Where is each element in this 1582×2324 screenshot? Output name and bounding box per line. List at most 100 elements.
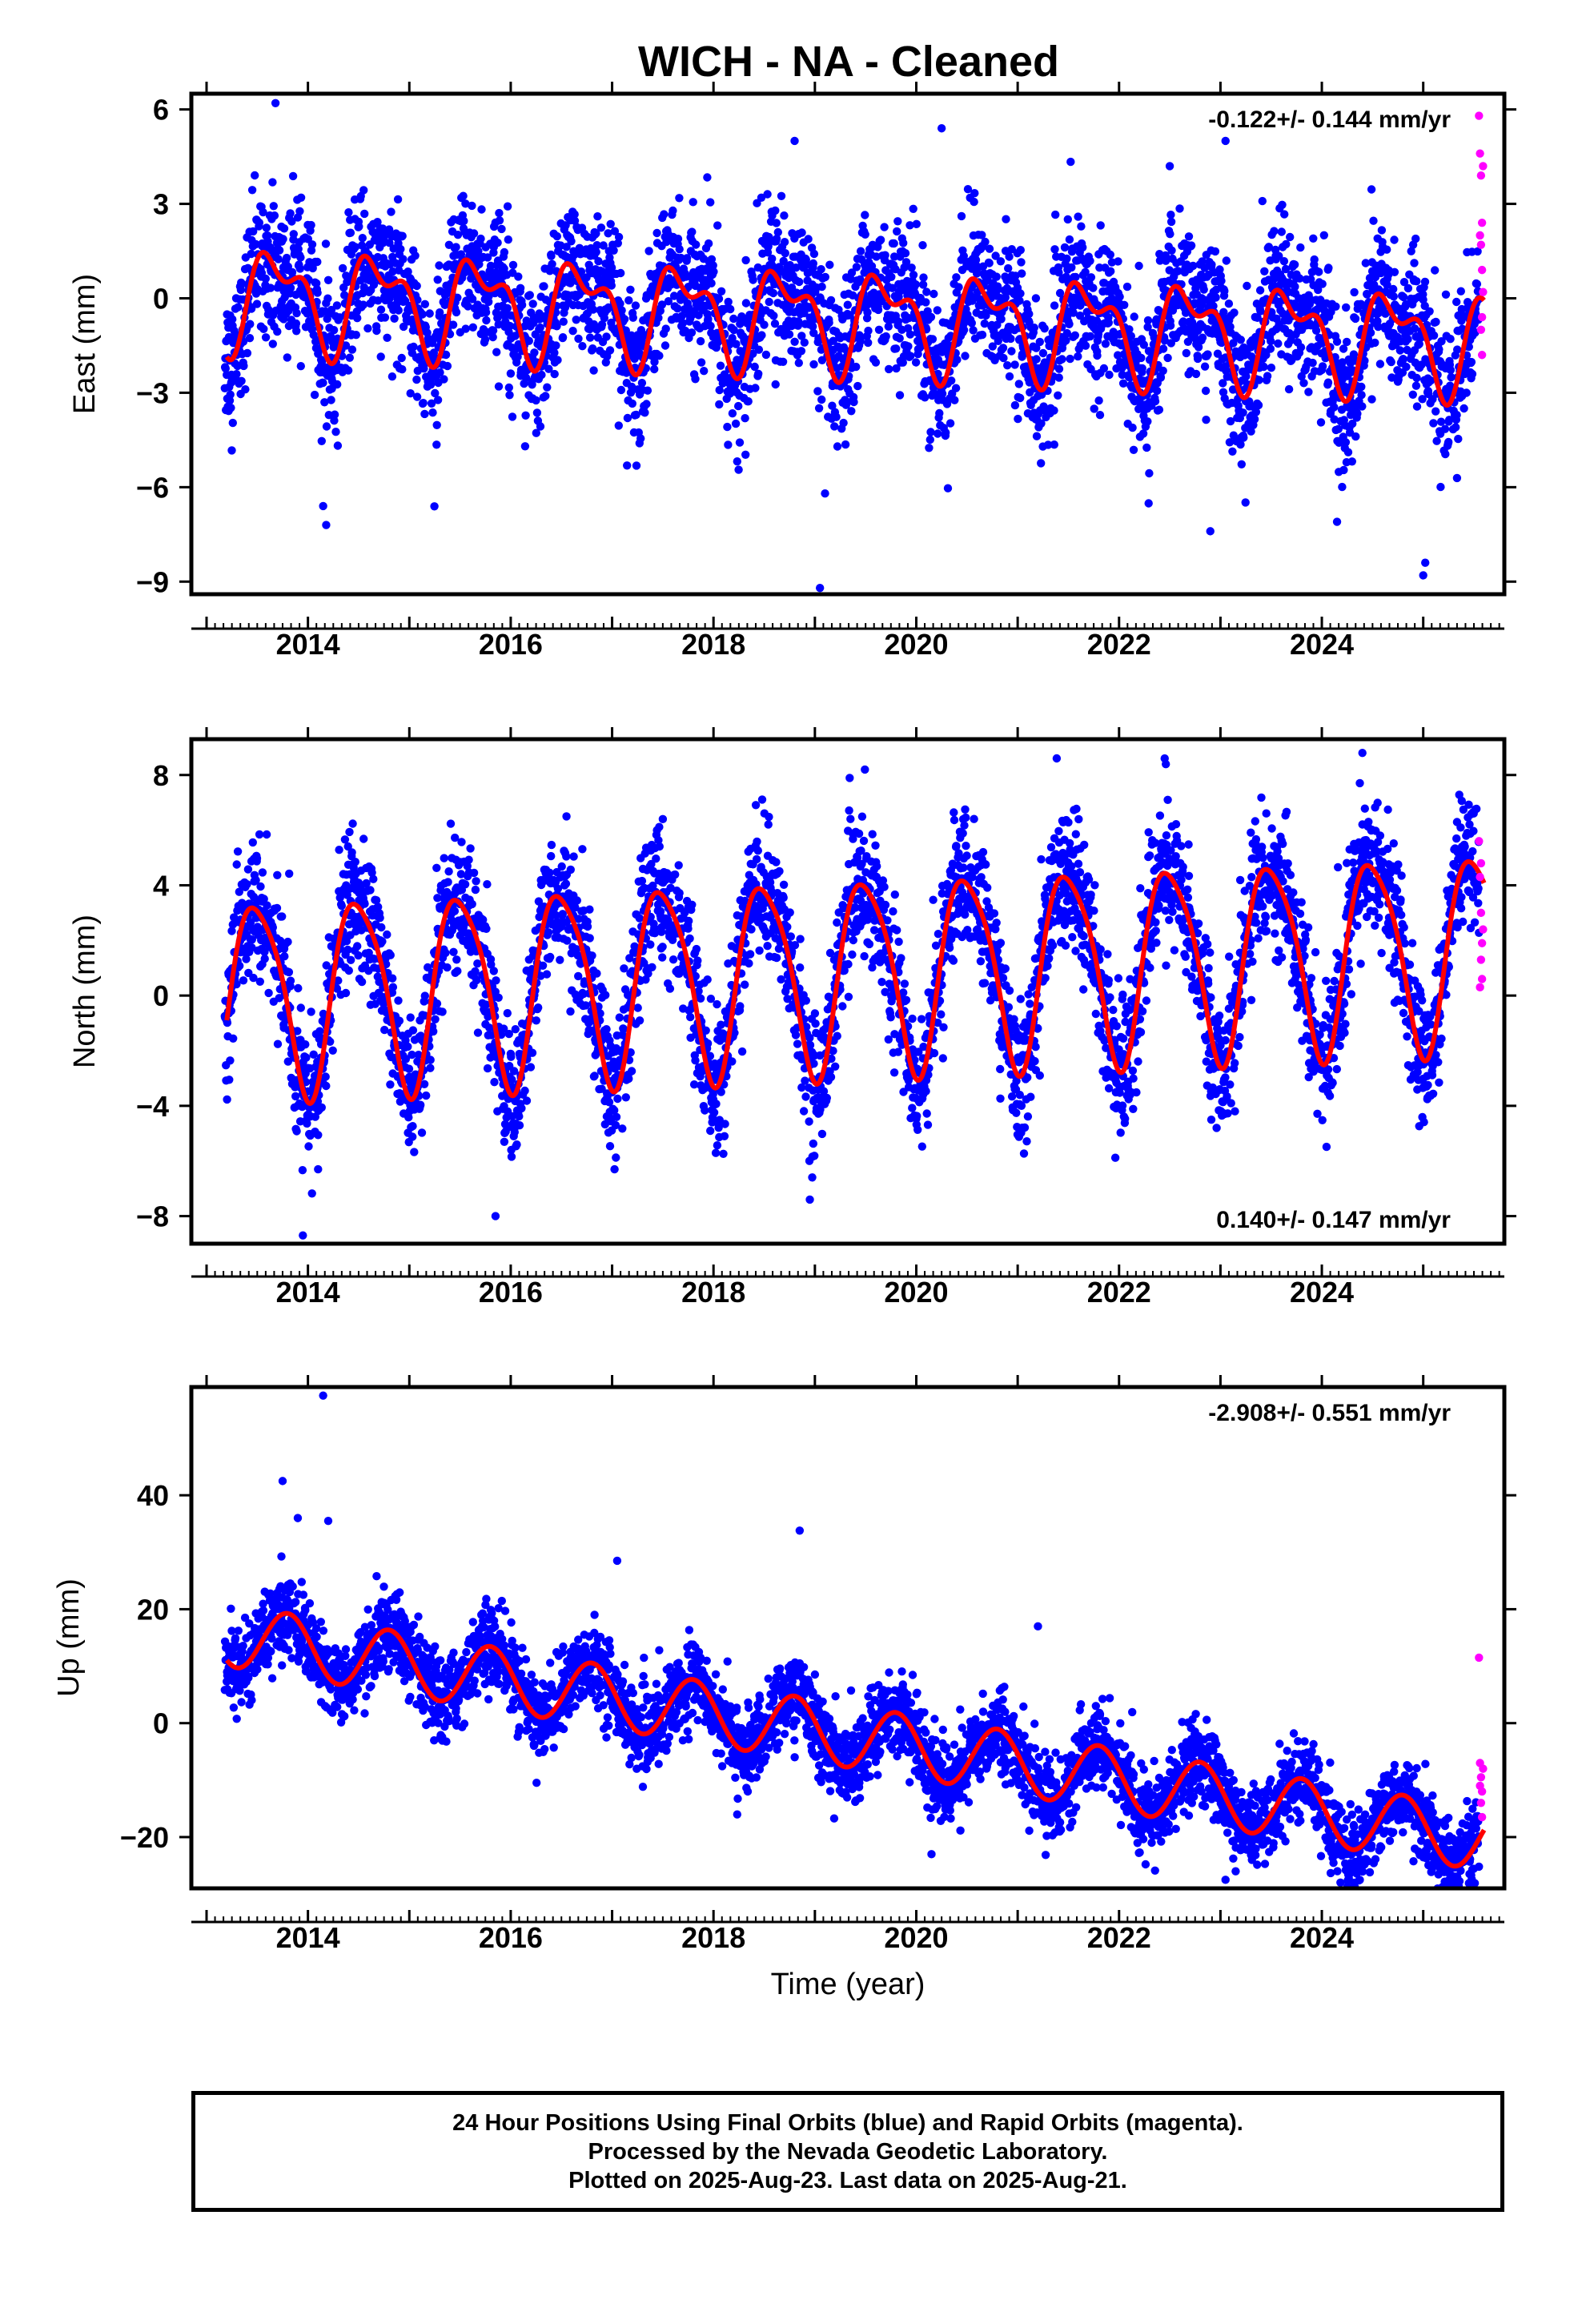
data-point <box>308 263 317 273</box>
data-point <box>1062 254 1071 263</box>
data-point <box>761 350 771 360</box>
data-point <box>328 1046 337 1055</box>
data-point <box>809 328 818 337</box>
data-point <box>412 392 422 401</box>
data-point <box>520 442 530 451</box>
data-point <box>1228 447 1237 456</box>
data-point <box>813 387 822 396</box>
data-point <box>553 356 562 364</box>
data-point <box>597 320 607 329</box>
data-point <box>1129 445 1138 454</box>
data-point <box>378 937 387 946</box>
data-point <box>283 353 291 362</box>
outlier-point <box>1332 517 1342 526</box>
data-point <box>1010 360 1019 369</box>
data-point <box>387 207 396 216</box>
data-point <box>1390 267 1399 276</box>
data-point <box>861 230 869 239</box>
data-point <box>826 296 836 305</box>
data-point <box>839 418 848 428</box>
rapid-point <box>1479 162 1488 171</box>
data-point <box>452 955 461 964</box>
data-point <box>825 318 833 328</box>
data-point <box>292 308 301 318</box>
data-point <box>262 830 271 839</box>
data-point <box>474 247 483 255</box>
data-point <box>640 408 649 417</box>
data-point <box>452 243 460 251</box>
data-point <box>1264 243 1274 251</box>
data-point <box>970 197 978 207</box>
data-point <box>425 309 434 318</box>
data-point <box>623 413 632 423</box>
data-point <box>482 316 491 325</box>
data-point <box>1399 292 1408 302</box>
data-point <box>830 422 839 431</box>
data-point <box>252 300 262 308</box>
data-point <box>302 1053 311 1062</box>
data-point <box>829 336 838 345</box>
data-point <box>1126 332 1136 340</box>
data-point <box>568 327 577 336</box>
data-point <box>1054 373 1063 382</box>
data-point <box>880 223 889 231</box>
data-point <box>1407 247 1415 255</box>
data-point <box>938 389 947 398</box>
data-point <box>279 224 289 233</box>
data-point <box>432 420 441 429</box>
data-point <box>1139 340 1149 349</box>
data-point <box>607 281 616 290</box>
data-point <box>1066 354 1074 364</box>
data-point <box>444 878 452 887</box>
data-point <box>957 211 966 221</box>
data-point <box>809 249 819 259</box>
data-point <box>295 207 304 215</box>
data-point <box>930 289 938 299</box>
data-point <box>338 263 347 273</box>
data-point <box>432 863 441 873</box>
data-point <box>286 976 295 985</box>
data-point <box>1193 354 1203 364</box>
data-point <box>657 300 667 309</box>
data-point <box>1390 235 1399 244</box>
data-point <box>351 243 359 251</box>
data-point <box>307 220 315 230</box>
data-point <box>1074 212 1082 221</box>
data-point <box>516 283 525 292</box>
plot-frame <box>189 91 1507 597</box>
data-point <box>440 375 448 384</box>
data-point <box>714 294 724 304</box>
data-point <box>660 210 669 219</box>
data-point <box>505 391 514 400</box>
data-point <box>744 397 753 406</box>
data-point <box>942 428 950 437</box>
data-point <box>1198 257 1207 266</box>
data-point <box>1431 317 1440 327</box>
data-point <box>283 937 292 947</box>
data-point <box>1286 232 1295 242</box>
data-point <box>452 308 461 317</box>
outlier-point <box>815 583 825 593</box>
data-point <box>317 436 326 445</box>
data-point <box>383 930 391 939</box>
data-point <box>1351 314 1360 324</box>
data-point <box>1032 344 1041 352</box>
data-point <box>773 227 782 237</box>
data-point <box>289 230 298 239</box>
data-point <box>226 390 235 399</box>
data-point <box>605 346 615 355</box>
data-point <box>541 392 550 400</box>
rapid-point <box>1476 231 1484 240</box>
data-point <box>709 261 717 270</box>
data-point <box>893 217 902 226</box>
data-point <box>1361 259 1371 267</box>
data-point <box>1250 415 1259 424</box>
data-point <box>911 358 921 367</box>
data-point <box>969 326 978 335</box>
data-point <box>792 263 801 272</box>
data-point <box>704 315 713 324</box>
data-point <box>1338 358 1347 367</box>
data-point <box>503 304 512 313</box>
data-point <box>427 399 436 408</box>
data-point <box>369 280 379 289</box>
